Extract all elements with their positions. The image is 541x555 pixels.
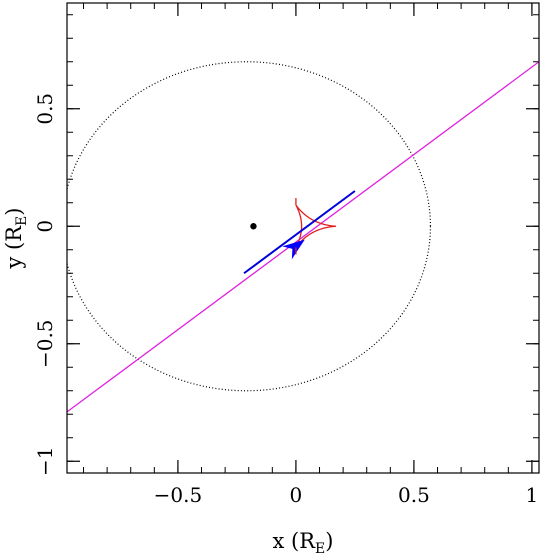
y-tick-label: −1: [33, 447, 57, 476]
x-tick-label: −0.5: [154, 483, 203, 507]
x-tick-label: 1: [526, 483, 539, 507]
y-tick-label: 0.5: [33, 93, 57, 125]
y-tick-label: −0.5: [33, 319, 57, 368]
minor-ticks: [67, 3, 539, 473]
lens-point: [250, 223, 257, 230]
x-tick-label: 0.5: [398, 483, 430, 507]
x-axis-label: x (RE): [273, 529, 334, 555]
magenta-line: [67, 61, 539, 413]
dotted-circle: [67, 61, 431, 392]
caustic-curve: [295, 204, 337, 248]
trajectory-line: [243, 190, 356, 275]
major-ticks: [67, 3, 539, 473]
tick-labels: −0.5 0 0.5 1 −1 −0.5 0 0.5: [33, 93, 538, 507]
y-tick-label: 0: [33, 220, 57, 233]
plot-frame: [66, 2, 540, 474]
trajectory-arrow: [282, 239, 305, 260]
x-tick-label: 0: [290, 483, 303, 507]
y-axis-label: y (RE): [2, 208, 30, 270]
